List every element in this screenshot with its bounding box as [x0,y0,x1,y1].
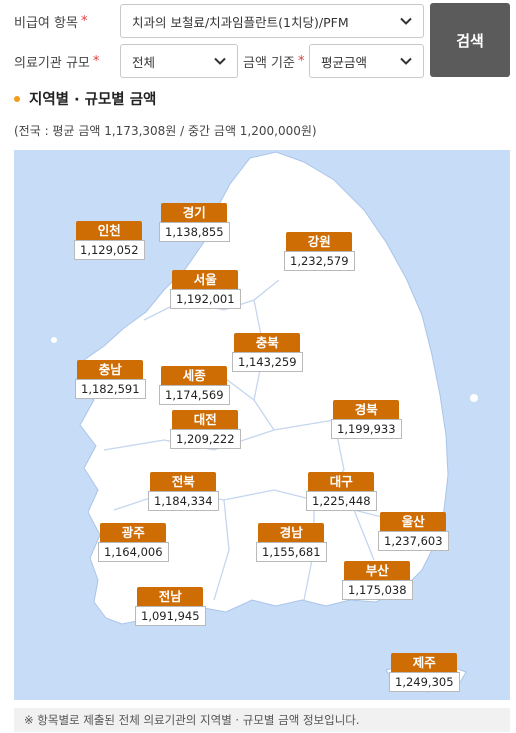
region-name: 세종 [161,366,228,386]
amount-filter-label: 금액 기준 * [243,52,304,71]
region-name: 전남 [137,587,204,607]
required-mark: * [297,54,305,69]
region-gyeongbuk[interactable]: 경북 1,199,933 [331,400,402,439]
amount-select[interactable]: 평균금액 [309,44,424,78]
item-select[interactable]: 치과의 보철료/치과임플란트(1치당)/PFM [120,4,424,38]
region-gyeonggi[interactable]: 경기 1,138,855 [159,203,230,242]
scale-label: 의료기관 규모 [14,56,90,71]
region-name: 광주 [100,523,167,543]
region-sejong[interactable]: 세종 1,174,569 [159,366,230,405]
region-seoul[interactable]: 서울 1,192,001 [170,270,241,309]
region-jeju[interactable]: 제주 1,249,305 [389,653,460,692]
region-name: 부산 [344,561,411,581]
region-value: 1,174,569 [159,385,230,405]
region-name: 충북 [234,333,301,353]
region-value: 1,249,305 [389,672,460,692]
region-busan[interactable]: 부산 1,175,038 [342,561,413,600]
region-jeonbuk[interactable]: 전북 1,184,334 [148,472,219,511]
region-name: 경기 [161,203,228,223]
region-value: 1,138,855 [159,222,230,242]
region-value: 1,091,945 [135,606,206,626]
required-mark: * [80,14,88,29]
region-name: 충남 [77,360,144,380]
scale-select-value: 전체 [132,54,156,70]
item-label: 비급여 항목 [14,16,78,31]
region-name: 인천 [76,221,143,241]
region-name: 경북 [333,400,400,420]
section-title-text: 지역별 · 규모별 금액 [29,92,157,108]
region-chungbuk[interactable]: 충북 1,143,259 [232,333,303,372]
region-name: 강원 [286,232,353,252]
region-name: 울산 [380,512,447,532]
region-name: 전북 [150,472,217,492]
item-filter-label: 비급여 항목 * [14,12,87,31]
region-value: 1,192,001 [170,289,241,309]
chevron-down-icon [400,17,412,25]
island-shape [470,394,478,402]
region-value: 1,232,579 [284,251,355,271]
region-chungnam[interactable]: 충남 1,182,591 [75,360,146,399]
region-value: 1,129,052 [74,240,145,260]
bullet-dot-icon [14,95,20,102]
region-name: 제주 [391,653,458,673]
region-gangwon[interactable]: 강원 1,232,579 [284,232,355,271]
region-value: 1,199,933 [331,419,402,439]
region-jeonnam[interactable]: 전남 1,091,945 [135,587,206,626]
scale-filter-label: 의료기관 규모 * [14,52,99,71]
region-value: 1,164,006 [98,542,169,562]
region-name: 경남 [258,523,325,543]
region-name: 대구 [308,472,375,492]
amount-select-value: 평균금액 [321,54,368,70]
footnote: ※ 항목별로 제출된 전체 의료기관의 지역별 · 규모별 금액 정보입니다. [14,708,510,732]
region-name: 대전 [172,410,239,430]
korea-map: 경기 1,138,855 인천 1,129,052 강원 1,232,579 서… [14,150,510,700]
search-button[interactable]: 검색 [430,3,510,77]
scale-select[interactable]: 전체 [120,44,238,78]
region-gyeongnam[interactable]: 경남 1,155,681 [256,523,327,562]
island-shape [51,337,57,343]
region-daegu[interactable]: 대구 1,225,448 [306,472,377,511]
section-title: 지역별 · 규모별 금액 [14,88,156,109]
region-gwangju[interactable]: 광주 1,164,006 [98,523,169,562]
region-value: 1,175,038 [342,580,413,600]
region-name: 서울 [172,270,239,290]
required-mark: * [92,54,100,69]
national-summary: (전국 : 평균 금액 1,173,308원 / 중간 금액 1,200,000… [14,124,317,138]
region-value: 1,209,222 [170,429,241,449]
region-value: 1,143,259 [232,352,303,372]
amount-label: 금액 기준 [243,56,295,71]
chevron-down-icon [400,57,412,65]
region-daejeon[interactable]: 대전 1,209,222 [170,410,241,449]
item-select-value: 치과의 보철료/치과임플란트(1치당)/PFM [132,14,349,30]
region-value: 1,225,448 [306,491,377,511]
region-value: 1,237,603 [378,531,449,551]
region-value: 1,182,591 [75,379,146,399]
region-value: 1,155,681 [256,542,327,562]
region-ulsan[interactable]: 울산 1,237,603 [378,512,449,551]
chevron-down-icon [214,57,226,65]
region-incheon[interactable]: 인천 1,129,052 [74,221,145,260]
region-value: 1,184,334 [148,491,219,511]
